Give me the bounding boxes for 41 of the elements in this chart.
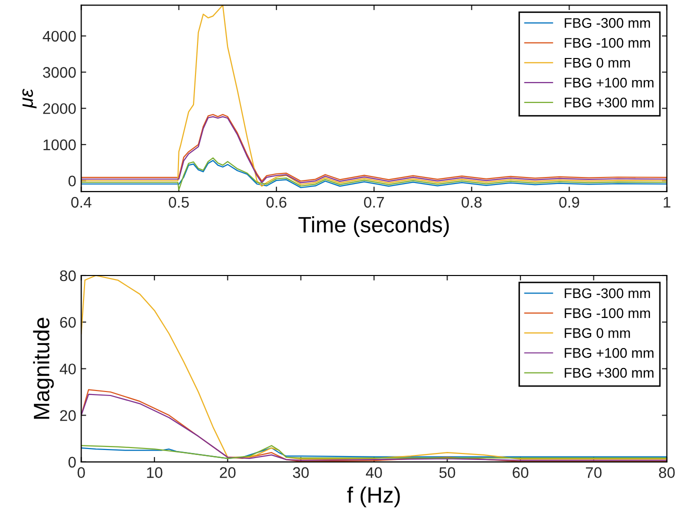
x-tick-label: 40 [366, 467, 382, 478]
legend-label: FBG 0 mm [564, 58, 630, 68]
y-tick-label: 3000 [42, 67, 76, 78]
y-tick-label: 0 [68, 456, 76, 468]
legend-label: FBG -300 mm [564, 288, 650, 298]
y-tick-label: 60 [60, 316, 76, 328]
legend-label: FBG 0 mm [564, 328, 630, 338]
y-tick-label: 2000 [43, 103, 76, 114]
x-tick-label: 50 [439, 467, 456, 478]
legend-label: FBG +100 mm [564, 78, 654, 88]
y-tick-label: 20 [60, 410, 76, 421]
y-tick-label: 80 [60, 270, 76, 282]
y-tick-label: 0 [68, 176, 76, 186]
x-tick-label: 20 [220, 467, 236, 478]
x-tick-label: 0.5 [168, 196, 189, 208]
x-tick-label: 0.7 [364, 196, 384, 208]
legend-label: FBG -100 mm [564, 38, 650, 48]
legend-label: FBG +300 mm [564, 368, 654, 378]
y-axis-title: Magnitude [33, 318, 54, 419]
x-tick-label: 0.4 [71, 196, 92, 208]
legend-label: FBG +100 mm [564, 348, 654, 358]
legend-label: FBG -100 mm [564, 308, 650, 318]
y-axis-title: με [22, 88, 37, 108]
x-tick-label: 1 [664, 197, 670, 208]
x-tick-label: 0.9 [559, 196, 580, 208]
x-axis-title: Time (seconds) [298, 216, 449, 237]
y-tick-label: 4000 [42, 30, 76, 42]
y-tick-label: 1000 [44, 139, 76, 150]
x-tick-label: 80 [659, 467, 675, 478]
x-axis-title: f (Hz) [347, 486, 400, 508]
legend-label: FBG +300 mm [564, 98, 654, 108]
x-tick-label: 30 [292, 467, 309, 478]
x-tick-label: 10 [147, 467, 162, 478]
line-series [81, 275, 667, 460]
x-tick-label: 0.8 [462, 196, 482, 208]
y-tick-label: 40 [60, 364, 76, 374]
x-tick-label: 70 [586, 467, 602, 478]
x-tick-label: 0 [78, 467, 85, 478]
x-tick-label: 0.6 [266, 196, 286, 208]
x-tick-label: 60 [512, 467, 528, 478]
legend-label: FBG -300 mm [564, 18, 650, 28]
